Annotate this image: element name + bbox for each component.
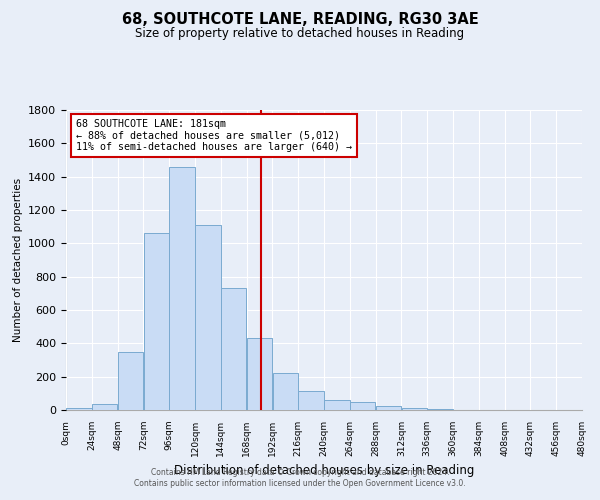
Bar (324, 400, 350, 410)
Y-axis label: Number of detached properties: Number of detached properties (13, 178, 23, 342)
Bar (118, 352, 143, 410)
Bar (427, 409, 453, 410)
Bar (401, 408, 427, 410)
Bar (92, 404, 118, 410)
Bar (376, 406, 401, 410)
X-axis label: Distribution of detached houses by size in Reading: Distribution of detached houses by size … (174, 464, 474, 477)
Text: Size of property relative to detached houses in Reading: Size of property relative to detached ho… (136, 28, 464, 40)
Bar (272, 372, 298, 410)
Text: Contains HM Land Registry data © Crown copyright and database right 2024.
Contai: Contains HM Land Registry data © Crown c… (134, 468, 466, 487)
Text: 68, SOUTHCOTE LANE, READING, RG30 3AE: 68, SOUTHCOTE LANE, READING, RG30 3AE (122, 12, 478, 28)
Bar (350, 402, 376, 410)
Bar (298, 391, 324, 410)
Bar (195, 225, 221, 410)
Bar (169, 166, 195, 410)
Text: 68 SOUTHCOTE LANE: 181sqm
← 88% of detached houses are smaller (5,012)
11% of se: 68 SOUTHCOTE LANE: 181sqm ← 88% of detac… (76, 119, 352, 152)
Bar (66, 408, 92, 410)
Bar (221, 288, 247, 410)
Bar (247, 338, 272, 410)
Bar (143, 234, 169, 410)
